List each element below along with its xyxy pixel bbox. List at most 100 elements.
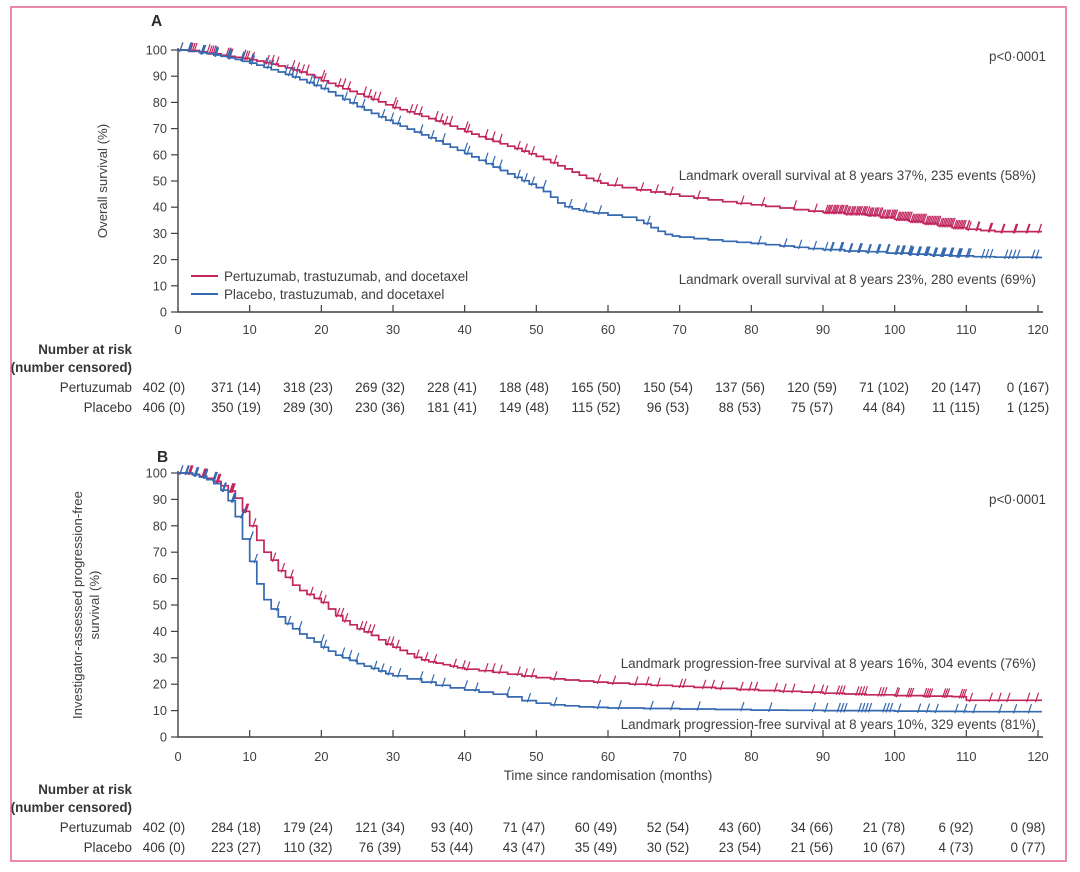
risk-table-title-line1: Number at risk	[38, 782, 132, 797]
risk-cell: 52 (54)	[646, 820, 690, 835]
risk-cell: 371 (14)	[211, 380, 261, 395]
y-tick-label: 20	[153, 677, 167, 692]
risk-cell: 34 (66)	[790, 820, 834, 835]
risk-cell: 10 (67)	[862, 840, 906, 855]
risk-cell: 75 (57)	[790, 400, 834, 415]
x-tick-label: 90	[816, 749, 830, 764]
x-tick-label: 90	[816, 322, 830, 337]
x-tick-label: 50	[529, 749, 543, 764]
annotation-pfs-pertuzumab: Landmark progression-free survival at 8 …	[620, 656, 1036, 671]
risk-cell: 30 (52)	[646, 840, 690, 855]
y-tick-label: 50	[153, 598, 167, 613]
risk-cell: 93 (40)	[430, 820, 474, 835]
y-tick-label: 10	[153, 278, 167, 293]
annotation-os-placebo: Landmark overall survival at 8 years 23%…	[678, 272, 1036, 287]
risk-cell: 71 (47)	[502, 820, 546, 835]
x-tick-label: 40	[458, 749, 472, 764]
risk-cell: 43 (60)	[718, 820, 762, 835]
risk-cell: 269 (32)	[355, 380, 405, 395]
km-curve-placebo	[178, 472, 1042, 713]
km-curve-pertuzumab	[178, 472, 1042, 702]
x-tick-label: 120	[1027, 749, 1048, 764]
km-curve-placebo	[178, 49, 1042, 259]
risk-cell: 53 (44)	[430, 840, 474, 855]
x-tick-label: 40	[458, 322, 472, 337]
risk-cell: 223 (27)	[211, 840, 261, 855]
x-tick-label: 20	[314, 322, 328, 337]
risk-cell: 350 (19)	[211, 400, 261, 415]
risk-cell: 120 (59)	[787, 380, 837, 395]
risk-cell: 149 (48)	[499, 400, 549, 415]
risk-row-label-placebo: Placebo	[83, 400, 132, 415]
x-tick-label: 60	[601, 322, 615, 337]
y-tick-label: 30	[153, 650, 167, 665]
annotation-os-pertuzumab: Landmark overall survival at 8 years 37%…	[678, 168, 1036, 183]
x-axis-title: Time since randomisation (months)	[503, 768, 713, 783]
y-tick-label: 80	[153, 518, 167, 533]
risk-cell: 6 (92)	[938, 820, 974, 835]
y-tick-label: 30	[153, 226, 167, 241]
risk-cell: 60 (49)	[574, 820, 618, 835]
risk-cell: 402 (0)	[142, 820, 186, 835]
risk-cell: 76 (39)	[358, 840, 402, 855]
risk-cell: 35 (49)	[574, 840, 618, 855]
risk-cell: 71 (102)	[859, 380, 909, 395]
risk-table-title-line1: Number at risk	[38, 342, 132, 357]
risk-cell: 21 (78)	[862, 820, 906, 835]
risk-cell: 96 (53)	[646, 400, 690, 415]
panel-a: 0 10 20 30 40 50 60 70 80 90 100 0 10 20 30 40 50 60 70 80 9…	[95, 42, 1049, 337]
x-tick-label: 50	[529, 322, 543, 337]
x-tick-label: 0	[174, 322, 181, 337]
panel-b-label: B	[157, 449, 169, 466]
risk-cell: 406 (0)	[142, 840, 186, 855]
x-tick-label: 120	[1027, 322, 1048, 337]
x-tick-label: 10	[243, 749, 257, 764]
risk-row-label-pertuzumab: Pertuzumab	[59, 380, 132, 395]
risk-cell: 88 (53)	[718, 400, 762, 415]
risk-cell: 0 (167)	[1006, 380, 1050, 395]
x-tick-label: 0	[174, 749, 181, 764]
figure-frame	[10, 6, 1067, 862]
risk-cell: 0 (98)	[1010, 820, 1046, 835]
x-tick-label: 100	[884, 322, 905, 337]
censor-ticks-pertuzumab	[179, 465, 1040, 703]
risk-cell: 1 (125)	[1006, 400, 1050, 415]
y-tick-label: 10	[153, 703, 167, 718]
risk-cell: 121 (34)	[355, 820, 405, 835]
x-tick-label: 100	[884, 749, 905, 764]
legend-label-placebo: Placebo, trastuzumab, and docetaxel	[224, 287, 445, 302]
legend-label-pertuzumab: Pertuzumab, trastuzumab, and docetaxel	[224, 269, 469, 284]
y-tick-label: 60	[153, 571, 167, 586]
panel-b: 0 10 20 30 40 50 60 70 80 90 100 0 10 20 30 40 50 60 70 80 9…	[70, 465, 1049, 764]
x-tick-label: 10	[243, 322, 257, 337]
panel-b-p-value: p<0·0001	[989, 492, 1046, 507]
risk-cell: 20 (147)	[931, 380, 981, 395]
censor-ticks-pertuzumab	[179, 42, 1043, 234]
risk-table-title-line2: (number censored)	[10, 360, 132, 375]
risk-cell: 23 (54)	[718, 840, 762, 855]
y-tick-label: 70	[153, 545, 167, 560]
y-tick-label: 40	[153, 624, 167, 639]
y-tick-label: 70	[153, 121, 167, 136]
km-curve-pertuzumab	[178, 49, 1042, 233]
risk-cell: 44 (84)	[862, 400, 906, 415]
risk-cell: 406 (0)	[142, 400, 186, 415]
risk-cell: 165 (50)	[571, 380, 621, 395]
risk-cell: 21 (56)	[790, 840, 834, 855]
y-tick-label: 90	[153, 492, 167, 507]
y-tick-label: 100	[146, 466, 167, 481]
risk-cell: 188 (48)	[499, 380, 549, 395]
risk-cell: 228 (41)	[427, 380, 477, 395]
risk-cell: 150 (54)	[643, 380, 693, 395]
x-tick-label: 30	[386, 749, 400, 764]
risk-cell: 137 (56)	[715, 380, 765, 395]
risk-cell: 284 (18)	[211, 820, 261, 835]
axis-lines	[177, 471, 1043, 738]
risk-cell: 115 (52)	[571, 400, 621, 415]
risk-cell: 318 (23)	[283, 380, 333, 395]
x-tick-label: 80	[744, 749, 758, 764]
risk-row-label-placebo: Placebo	[83, 840, 132, 855]
x-tick-label: 60	[601, 749, 615, 764]
